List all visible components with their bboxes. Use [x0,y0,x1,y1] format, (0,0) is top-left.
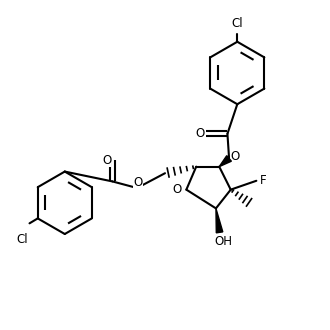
Text: O: O [133,176,143,189]
Text: Cl: Cl [231,17,243,30]
Text: O: O [173,183,182,196]
Polygon shape [219,156,231,167]
Text: F: F [260,174,266,187]
Text: Cl: Cl [16,233,28,247]
Text: O: O [230,150,240,163]
Text: O: O [102,153,111,167]
Polygon shape [216,208,223,233]
Text: OH: OH [214,235,233,248]
Text: O: O [196,127,205,140]
